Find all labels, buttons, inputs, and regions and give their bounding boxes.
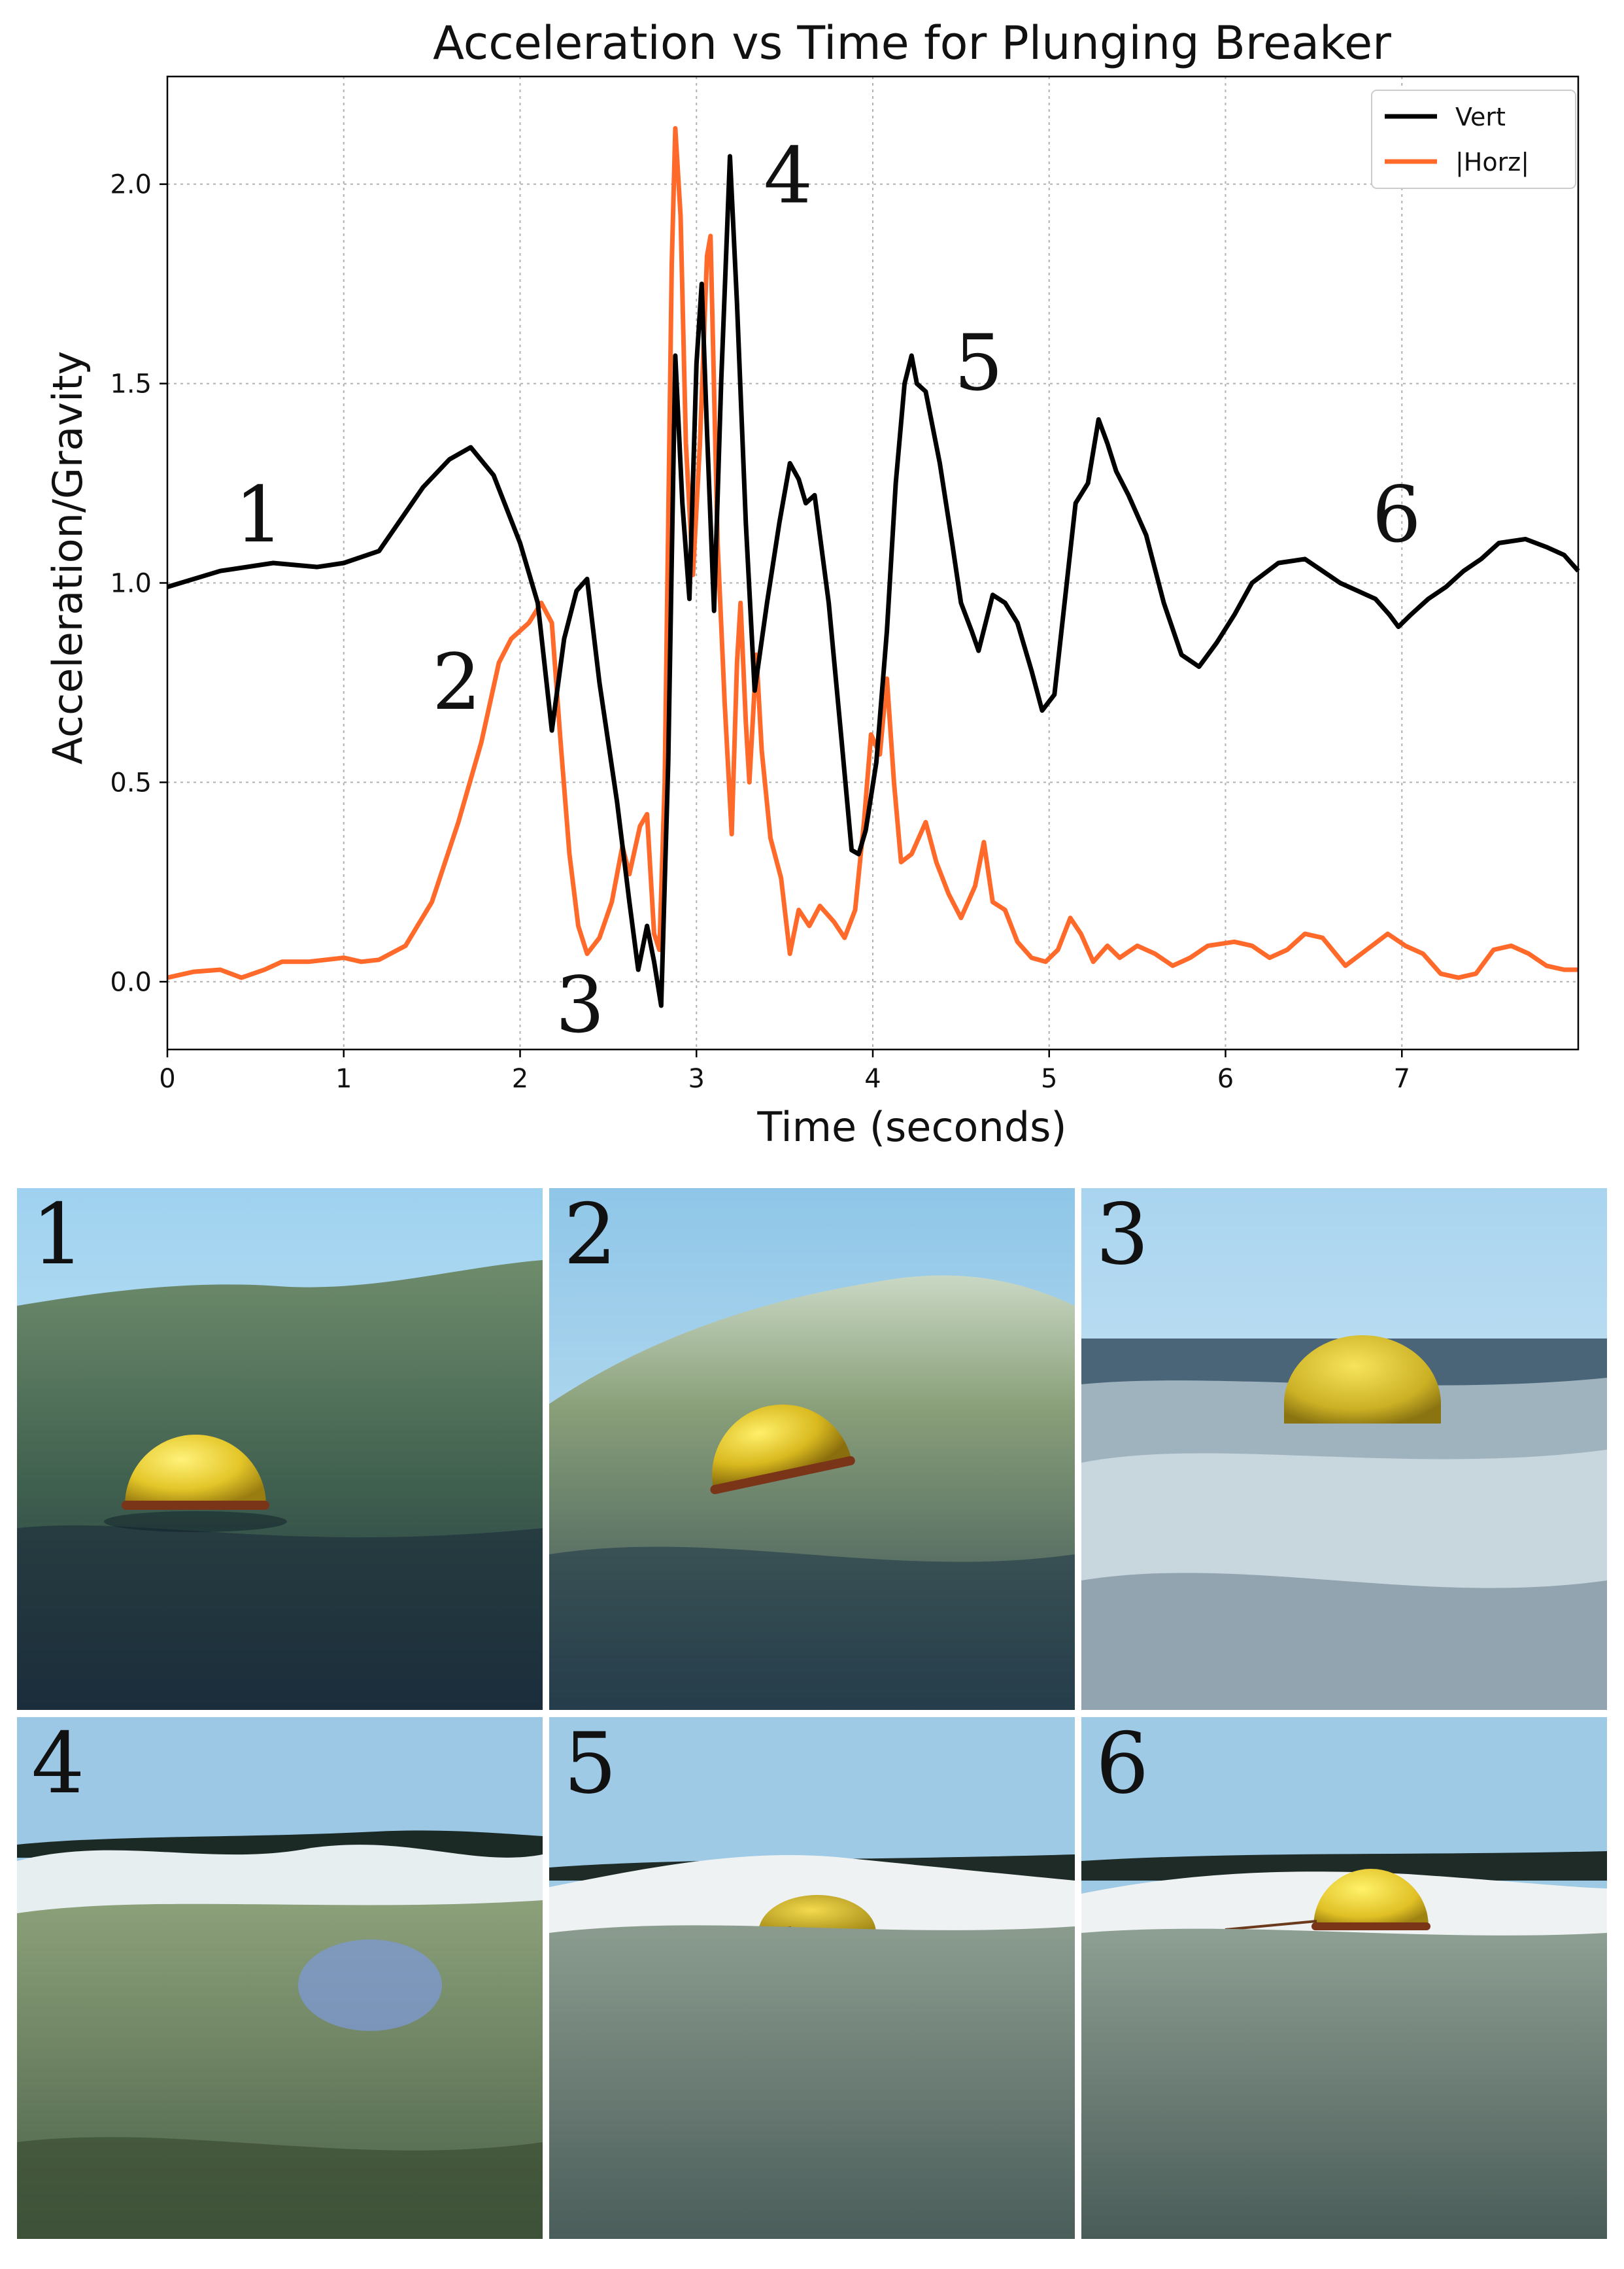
photo-panel-5: 5 [549, 1717, 1075, 2239]
panel-number-4: 4 [31, 1717, 85, 1813]
x-tick-label: 0 [159, 1064, 175, 1094]
x-tick-label: 6 [1217, 1064, 1234, 1094]
chart-title: Acceleration vs Time for Plunging Breake… [433, 16, 1391, 70]
photo-panel-4: 4 [17, 1717, 543, 2239]
photo-4-scene [17, 1717, 543, 2239]
panel-number-5: 5 [564, 1717, 617, 1813]
chart-annotation-label: 6 [1372, 469, 1421, 560]
x-tick-label: 3 [688, 1064, 705, 1094]
photo-panel-2: 2 [549, 1188, 1075, 1710]
y-axis-ticks: 0.0 0.5 1.0 1.5 2.0 [110, 170, 167, 997]
y-tick-label: 1.0 [110, 568, 152, 598]
photo-5-scene [549, 1717, 1075, 2239]
x-tick-label: 4 [864, 1064, 881, 1094]
chart-annotation-label: 3 [556, 960, 605, 1050]
annotations: 1 2 3 4 5 6 [235, 130, 1421, 1049]
series-lines [166, 126, 1580, 1008]
legend-label-vert: Vert [1455, 103, 1506, 131]
photo-panel-1: 1 [17, 1188, 543, 1710]
acceleration-chart: Acceleration vs Time for Plunging Breake… [44, 16, 1580, 1151]
legend-label-horz: |Horz| [1455, 148, 1529, 177]
x-tick-label: 7 [1394, 1064, 1410, 1094]
series-line-vert [166, 154, 1580, 1008]
x-axis-ticks: 0 1 2 3 4 5 6 7 [159, 1049, 1410, 1094]
chart-annotation-label: 2 [432, 637, 481, 727]
y-tick-label: 1.5 [110, 369, 152, 400]
panel-number-2: 2 [564, 1188, 617, 1284]
photo-2-scene [549, 1188, 1075, 1710]
x-tick-label: 1 [335, 1064, 352, 1094]
photo-panel-3: 3 [1081, 1188, 1607, 1710]
chart-annotation-label: 5 [954, 318, 1003, 408]
chart-annotation-label: 1 [235, 469, 284, 560]
photo-3-scene [1081, 1188, 1607, 1710]
grid [167, 77, 1578, 1049]
y-tick-label: 0.0 [110, 967, 152, 997]
chart-annotation-label: 4 [764, 130, 813, 220]
y-tick-label: 0.5 [110, 768, 152, 798]
photo-1-scene [17, 1188, 543, 1710]
buoy [710, 1404, 855, 1494]
photo-panel-6: 6 [1081, 1717, 1607, 2239]
panel-number-3: 3 [1096, 1188, 1149, 1284]
y-axis-label: Acceleration/Gravity [44, 351, 92, 765]
photo-6-scene [1081, 1717, 1607, 2239]
x-tick-label: 2 [512, 1064, 528, 1094]
legend: Vert |Horz| [1371, 90, 1576, 189]
x-axis-label: Time (seconds) [756, 1103, 1066, 1151]
x-tick-label: 5 [1041, 1064, 1057, 1094]
panel-number-1: 1 [31, 1188, 85, 1284]
buoy [104, 1435, 287, 1532]
panel-number-6: 6 [1096, 1717, 1149, 1813]
series-line-horz [167, 126, 1578, 980]
y-tick-label: 2.0 [110, 170, 152, 200]
